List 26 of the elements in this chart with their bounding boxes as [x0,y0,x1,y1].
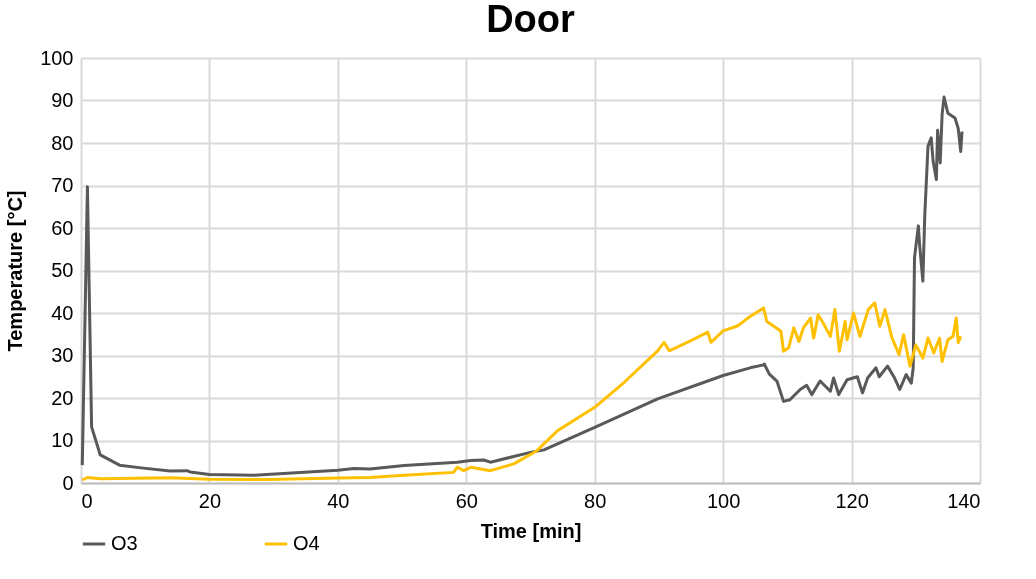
x-axis-title: Time [min] [480,519,582,542]
y-tick-label: 70 [51,174,74,196]
y-tick-label: 40 [51,301,74,324]
line-series [80,301,963,482]
y-tick-label: 0 [62,471,74,494]
x-tick-label: 0 [81,489,93,512]
x-tick-label: 60 [455,489,478,512]
legend-label: O4 [293,532,320,554]
y-tick-label: 30 [51,344,74,366]
x-tick-label: 80 [584,489,607,512]
y-tick-label: 20 [51,386,74,409]
legend-label: O3 [111,532,138,554]
x-tick-label: 140 [947,489,981,512]
y-tick-label: 100 [40,46,74,69]
x-tick-label: 120 [835,489,869,512]
chart-title: Door [486,0,576,40]
y-tick-label: 10 [51,429,74,451]
y-tick-label: 90 [51,89,74,111]
x-tick-label: 40 [327,489,350,512]
y-axis-title: Temperature [°C] [4,190,27,352]
line-series [80,95,964,477]
y-tick-label: 80 [51,131,74,154]
y-tick-label: 50 [51,259,74,281]
x-tick-label: 100 [706,489,741,512]
x-tick-label: 20 [198,489,222,512]
y-tick-label: 60 [51,216,74,239]
